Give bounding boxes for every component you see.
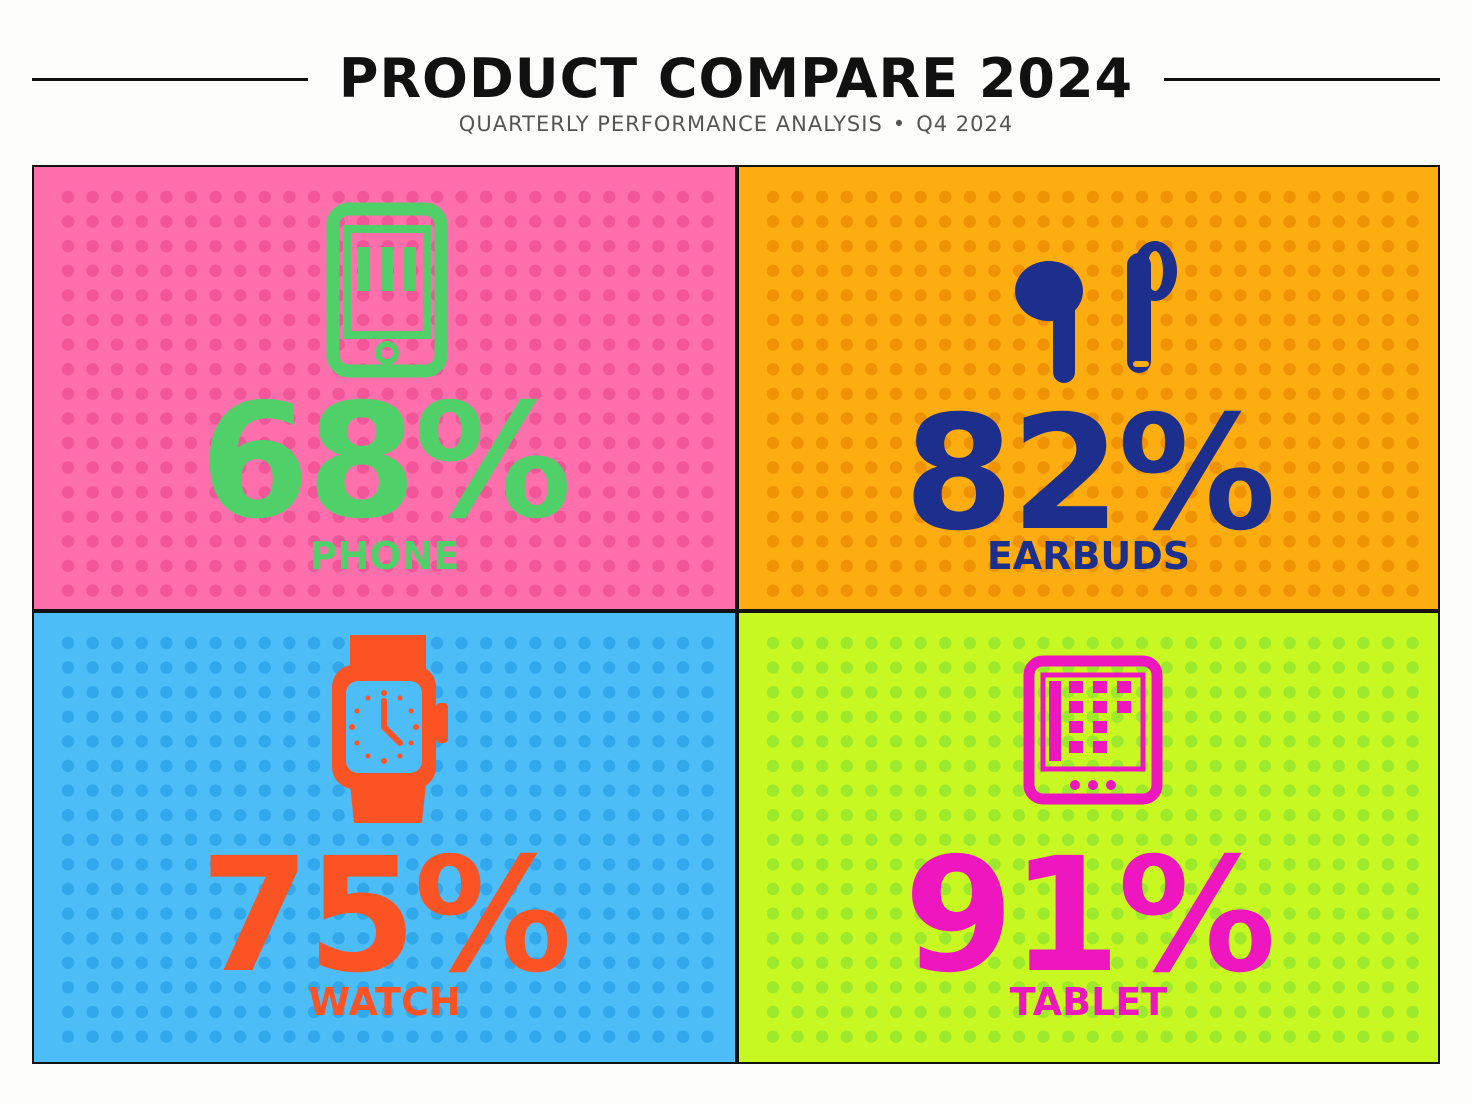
product-grid: 68% PHONE 82% EARBUDS <box>32 165 1440 1064</box>
panel-phone: 68% PHONE <box>34 167 735 609</box>
page-title: PRODUCT COMPARE 2024 <box>338 47 1134 110</box>
header: PRODUCT COMPARE 2024 QUARTERLY PERFORMAN… <box>0 0 1472 165</box>
subtitle-separator: • <box>892 112 907 136</box>
phone-icon <box>326 202 448 378</box>
label-earbuds: EARBUDS <box>986 534 1191 578</box>
label-tablet: TABLET <box>1009 980 1168 1024</box>
earbuds-icon <box>1015 241 1177 383</box>
dot-pattern <box>766 190 1419 597</box>
panel-tablet: 91% TABLET <box>739 613 1438 1062</box>
label-phone: PHONE <box>309 534 460 578</box>
value-watch: 75% <box>199 824 572 1008</box>
value-earbuds: 82% <box>903 382 1276 566</box>
title-rule-left <box>32 78 308 81</box>
dot-pattern <box>61 190 714 597</box>
value-tablet: 91% <box>903 824 1276 1008</box>
watch-icon <box>332 635 448 823</box>
page-subtitle: QUARTERLY PERFORMANCE ANALYSIS • Q4 2024 <box>0 112 1472 136</box>
dot-pattern <box>61 636 714 1043</box>
value-phone: 68% <box>199 370 572 554</box>
panel-watch: 75% WATCH <box>34 613 735 1062</box>
subtitle-period: Q4 2024 <box>916 112 1014 136</box>
label-watch: WATCH <box>308 980 461 1024</box>
tablet-icon <box>1023 655 1163 805</box>
title-rule-right <box>1164 78 1440 81</box>
subtitle-text: QUARTERLY PERFORMANCE ANALYSIS <box>458 112 883 136</box>
panel-earbuds: 82% EARBUDS <box>739 167 1438 609</box>
